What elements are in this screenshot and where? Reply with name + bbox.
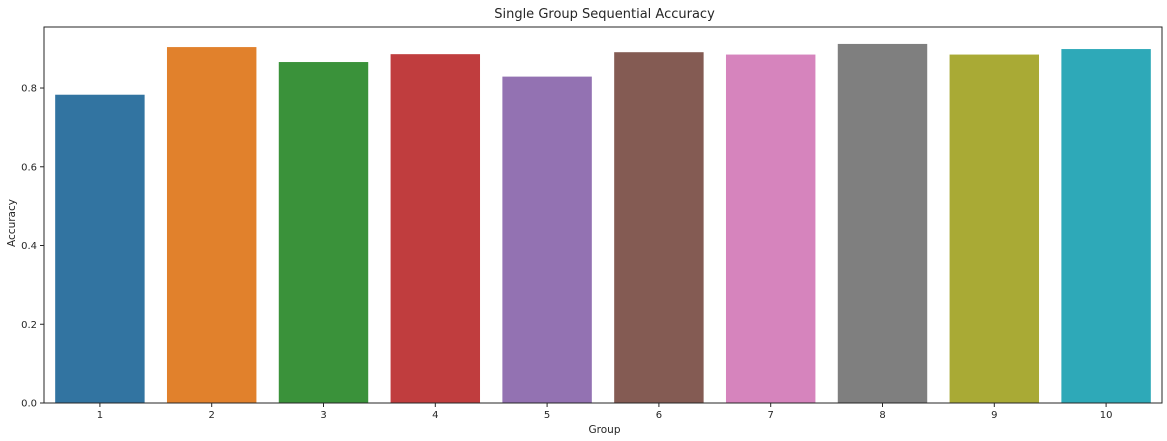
x-tick-label: 8 (879, 410, 885, 421)
bar-7 (725, 54, 816, 404)
x-tick-label: 5 (544, 410, 550, 421)
bar-4 (390, 54, 481, 404)
plot-frame (43, 26, 1163, 404)
x-tick-label: 1 (97, 410, 103, 421)
x-tick-label: 9 (991, 410, 997, 421)
y-tick-label: 0.0 (21, 399, 37, 410)
chart-title: Single Group Sequential Accuracy (494, 7, 715, 22)
y-tick-label: 0.8 (21, 84, 37, 95)
bar-3 (278, 62, 369, 403)
x-tick-label: 7 (768, 410, 774, 421)
bar-1 (55, 94, 145, 403)
y-tick-label: 0.4 (21, 241, 37, 252)
bar-2 (166, 47, 257, 403)
bar-9 (949, 54, 1040, 404)
plot-area: 0.0 0.2 0.4 0.6 0.8 1 2 3 4 5 6 7 8 9 10 (21, 26, 1163, 421)
x-tick-label: 2 (209, 410, 215, 421)
y-tick-label: 0.6 (21, 162, 37, 173)
bar-6 (614, 52, 704, 403)
y-tick-label: 0.2 (21, 320, 37, 331)
x-tick-label: 4 (432, 410, 438, 421)
bar-5 (502, 76, 592, 404)
x-tick-label: 6 (656, 410, 662, 421)
x-axis-label: Group (589, 424, 621, 436)
x-tick-label: 10 (1100, 410, 1113, 421)
y-axis-label: Accuracy (6, 199, 18, 247)
bar-8 (837, 43, 928, 404)
bar-10 (1061, 49, 1151, 404)
x-tick-label: 3 (320, 410, 326, 421)
